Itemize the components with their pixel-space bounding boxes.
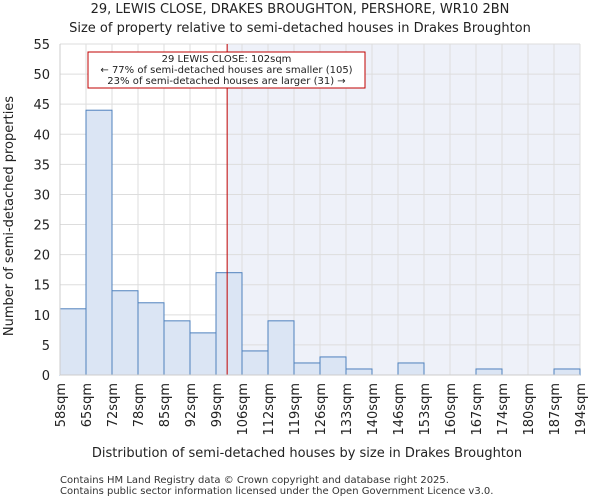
- x-tick-label: 160sqm: [444, 383, 459, 436]
- x-tick-label: 119sqm: [288, 383, 303, 436]
- annotation-line-2: ← 77% of semi-detached houses are smalle…: [100, 65, 352, 76]
- histogram-bar: [397, 362, 425, 376]
- x-tick-label: 92sqm: [184, 383, 199, 427]
- footer-line-1: Contains HM Land Registry data © Crown c…: [60, 475, 449, 486]
- x-tick-label: 85sqm: [158, 383, 173, 427]
- histogram-bar: [189, 332, 217, 376]
- y-tick-label: 0: [42, 369, 50, 384]
- x-tick-label: 140sqm: [366, 383, 381, 436]
- x-tick-label: 174sqm: [496, 383, 511, 436]
- annotation-line-1: 29 LEWIS CLOSE: 102sqm: [162, 54, 292, 65]
- x-tick-label: 194sqm: [574, 383, 589, 436]
- x-tick-label: 180sqm: [522, 383, 537, 436]
- histogram-bar: [553, 368, 581, 376]
- x-tick-label: 99sqm: [210, 383, 225, 427]
- x-tick-label: 146sqm: [392, 383, 407, 436]
- shaded-region-larger: [227, 44, 580, 375]
- x-tick-label: 187sqm: [548, 383, 563, 436]
- histogram-bar: [85, 109, 113, 376]
- x-tick-label: 78sqm: [132, 383, 147, 427]
- x-tick-label: 153sqm: [418, 383, 433, 436]
- annotation-box: [87, 51, 366, 89]
- y-tick-label: 5: [42, 339, 50, 354]
- x-tick-label: 126sqm: [314, 383, 329, 436]
- x-tick-label: 133sqm: [340, 383, 355, 436]
- y-tick-label: 20: [33, 249, 50, 264]
- histogram-bar: [241, 350, 269, 376]
- histogram-bar: [215, 272, 243, 376]
- histogram-bar: [293, 362, 321, 376]
- y-tick-label: 25: [33, 219, 50, 234]
- y-tick-label: 40: [33, 128, 50, 143]
- x-tick-label: 106sqm: [236, 383, 251, 436]
- histogram-bar: [345, 368, 373, 376]
- footer-line-2: Contains public sector information licen…: [60, 486, 493, 497]
- plot-area: 0 5 10 15 20 25 30 35 40 45 50 55 58sqm 65sqm 72sqm 78s…: [33, 38, 589, 436]
- x-tick-label: 112sqm: [262, 383, 277, 436]
- histogram-bar: [59, 308, 87, 376]
- y-tick-label: 45: [33, 98, 50, 113]
- y-tick-label: 50: [33, 68, 50, 83]
- y-tick-label: 10: [33, 309, 50, 324]
- histogram-bar: [163, 320, 191, 376]
- chart-subtitle: Size of property relative to semi-detach…: [69, 21, 531, 36]
- chart-title: 29, LEWIS CLOSE, DRAKES BROUGHTON, PERSH…: [91, 2, 510, 17]
- histogram-bar: [137, 302, 165, 376]
- y-tick-label: 55: [33, 38, 50, 53]
- histogram-bar: [267, 320, 295, 376]
- y-tick-label: 35: [33, 158, 50, 173]
- annotation-line-3: 23% of semi-detached houses are larger (…: [107, 76, 345, 87]
- x-tick-label: 58sqm: [54, 383, 69, 427]
- x-axis-title: Distribution of semi-detached houses by …: [92, 446, 522, 461]
- y-tick-label: 15: [33, 279, 50, 294]
- x-tick-label: 167sqm: [470, 383, 485, 436]
- x-tick-label: 72sqm: [106, 383, 121, 427]
- x-tick-label: 65sqm: [80, 383, 95, 427]
- y-tick-label: 30: [33, 188, 50, 203]
- histogram-bar: [319, 356, 347, 376]
- y-axis-title: Number of semi-detached properties: [2, 96, 17, 336]
- histogram-bar: [475, 368, 503, 376]
- histogram-bar: [111, 290, 139, 376]
